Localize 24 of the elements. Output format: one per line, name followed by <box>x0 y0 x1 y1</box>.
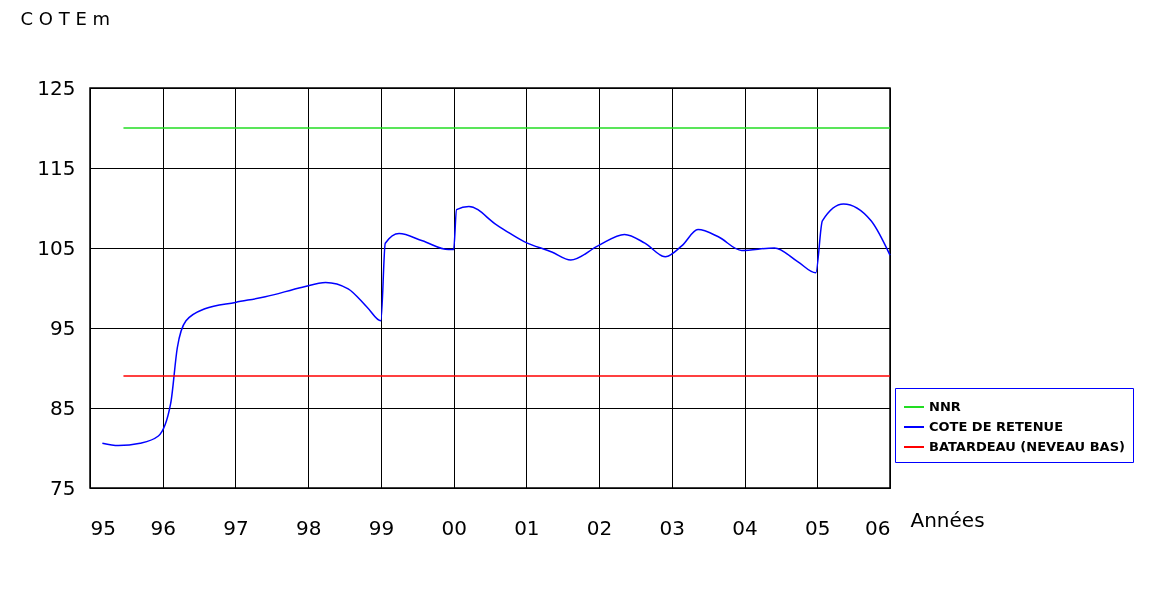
legend-label: NNR <box>929 399 961 414</box>
y-tick-label: 95 <box>50 315 76 340</box>
y-axis-title: C O T E m <box>20 7 111 29</box>
line-series <box>101 203 891 447</box>
legend-label: BATARDEAU (NEVEAU BAS) <box>929 439 1125 454</box>
x-tick-label: 96 <box>150 515 176 540</box>
legend-label: COTE DE RETENUE <box>929 419 1064 434</box>
x-tick-label: 05 <box>805 515 831 540</box>
y-tick-label: 75 <box>50 475 76 500</box>
y-tick-label: 85 <box>50 395 76 420</box>
x-tick-label: 98 <box>295 515 322 540</box>
x-tick-label: 03 <box>659 515 686 540</box>
x-tick-label: 99 <box>368 515 395 540</box>
x-tick-label: 04 <box>732 515 758 540</box>
x-tick-label: 01 <box>514 515 540 540</box>
y-tick-label: 115 <box>37 155 76 180</box>
x-tick-label: 00 <box>441 515 467 540</box>
x-tick-label: 95 <box>90 515 116 540</box>
y-tick-label: 105 <box>37 235 76 260</box>
x-tick-label: 97 <box>223 515 249 540</box>
x-tick-label: 06 <box>865 515 891 540</box>
x-axis-title: Années <box>910 507 985 532</box>
y-tick-label: 125 <box>37 75 76 100</box>
x-tick-label: 02 <box>586 515 613 540</box>
